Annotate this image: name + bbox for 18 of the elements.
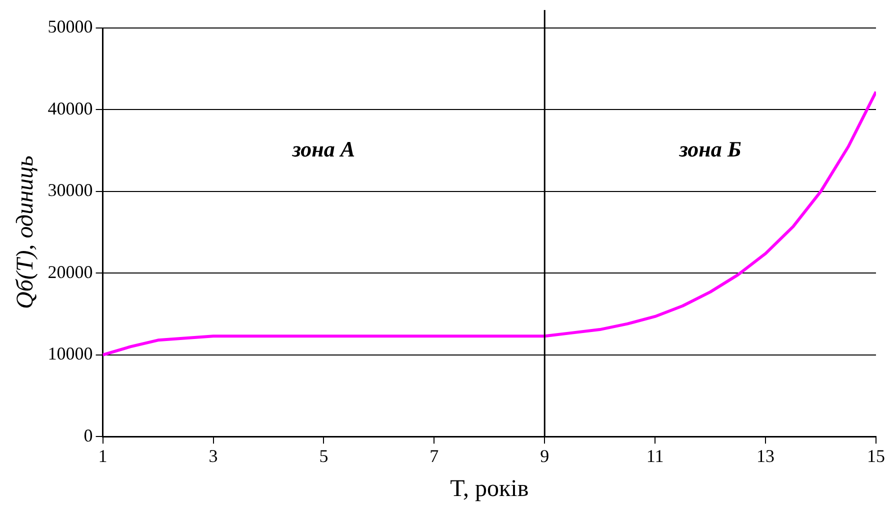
x-tick-label: 3 — [208, 446, 218, 466]
annotation: зона Б — [678, 136, 742, 162]
y-tick-label: 40000 — [48, 98, 93, 118]
y-tick-label: 50000 — [48, 16, 93, 37]
y-tick-label: 20000 — [48, 262, 93, 282]
y-axis-title: Qб(T), одиниць — [12, 156, 39, 309]
x-tick-label: 5 — [319, 446, 328, 466]
x-tick-label: 1 — [98, 446, 108, 466]
x-tick-label: 11 — [646, 446, 664, 466]
x-tick-label: 9 — [540, 446, 550, 466]
annotation: зона А — [291, 136, 356, 162]
x-axis-title: T, років — [450, 476, 529, 502]
x-tick-label: 7 — [430, 446, 439, 466]
y-tick-label: 30000 — [48, 180, 93, 200]
y-tick-label: 10000 — [48, 344, 93, 364]
y-tick-label: 0 — [84, 425, 93, 446]
x-tick-label: 13 — [756, 446, 775, 466]
x-tick-label: 15 — [867, 446, 885, 466]
